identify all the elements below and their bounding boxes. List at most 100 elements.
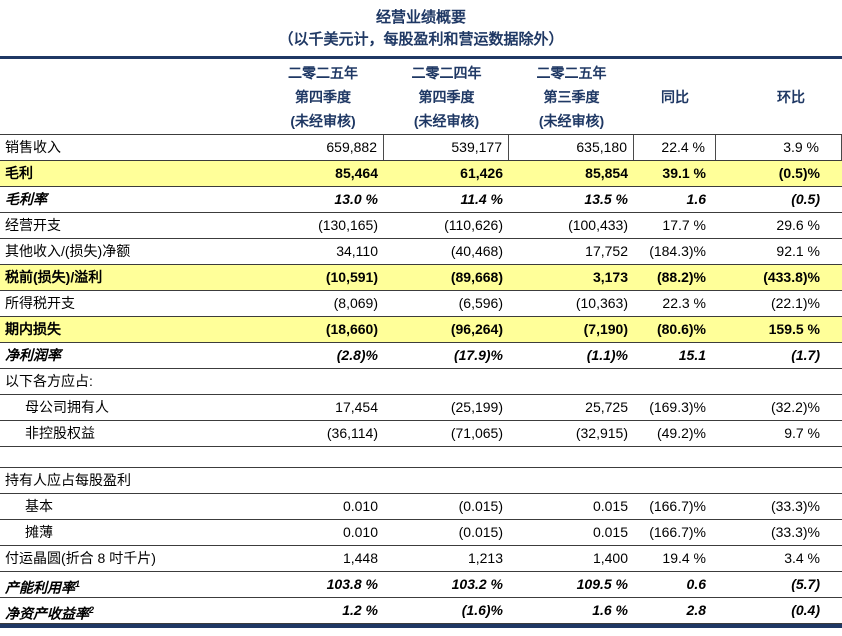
row-label-text: 其他收入/(损失)净额 [5, 243, 131, 259]
row-label-text: 基本 [25, 498, 53, 514]
header-line: 第四季度 [295, 89, 351, 105]
cell-value: 85,854 [585, 165, 628, 181]
header-line: 同比 [661, 89, 689, 105]
header-line: 环比 [777, 89, 805, 105]
cell-value: (10,363) [575, 295, 628, 311]
table-row: 净利润率 (2.8)% (17.9)% (1.1)% 15.1 (1.7) [0, 343, 842, 369]
cell-value: 85,464 [335, 165, 378, 181]
header-line: 二零二五年 [536, 65, 607, 81]
row-label: 摊薄 [0, 520, 262, 545]
cell-value: 39.1 % [662, 165, 706, 181]
table-row: 摊薄 0.010 (0.015) 0.015 (166.7)% (33.3)% [0, 520, 842, 546]
row-label-text: 所得税开支 [5, 295, 75, 311]
table-row: 母公司拥有人 17,454 (25,199) 25,725 (169.3)% (32.2)… [0, 395, 842, 421]
cell-value: 17,454 [335, 399, 378, 415]
cell-value: 22.3 % [662, 295, 706, 311]
row-label: 付运晶圆(折合 8 吋千片) [0, 546, 262, 571]
header-line [740, 61, 842, 85]
report-subtitle: （以千美元计，每股盈利和营运数据除外） [278, 31, 564, 48]
cell-value: 635,180 [509, 135, 634, 160]
table-body: 销售收入 659,882 539,177 635,180 22.4 % 3.9 % 毛利 85… [0, 135, 842, 624]
cell-value [262, 468, 384, 493]
cell-value: (7,190) [583, 321, 628, 337]
cell-value: (1.7) [791, 347, 820, 363]
cell-value: (10,591) [325, 269, 378, 285]
cell-value [384, 468, 509, 493]
cell-value: 1,448 [342, 550, 378, 566]
spacer-row [0, 447, 842, 468]
row-label: 持有人应占每股盈利 [0, 468, 262, 493]
row-label: 其他收入/(损失)净额 [0, 239, 262, 264]
cell-value: 22.4 % [634, 135, 716, 160]
header-line: 二零二四年 [411, 65, 482, 81]
cell-value: 0.010 [342, 524, 378, 540]
report-title: 经营业绩概要 [375, 9, 466, 26]
cell-value: 659,882 [262, 135, 384, 160]
row-label-text: 毛利 [5, 165, 33, 181]
cell-value: (166.7)% [649, 524, 706, 540]
table-row: 毛利率 13.0 % 11.4 % 13.5 % 1.6 (0.5) [0, 187, 842, 213]
cell-value: 17,752 [585, 243, 628, 259]
cell-value: (33.3)% [770, 498, 820, 514]
cell-value: 13.5 % [584, 191, 628, 207]
cell-value [509, 369, 634, 394]
cell-value: (433.8)% [763, 269, 820, 285]
cell-value: (22.1)% [770, 295, 820, 311]
row-label-text: 持有人应占每股盈利 [5, 472, 131, 488]
cell-value: (2.8)% [336, 347, 378, 363]
header-line: (未经审核) [538, 113, 605, 129]
cell-value: 0.015 [592, 524, 628, 540]
cell-value: (17.9)% [453, 347, 503, 363]
row-label-text: 以下各方应占: [5, 373, 93, 389]
row-label-text: 产能利用率 [5, 579, 75, 596]
cell-value: (32.2)% [770, 399, 820, 415]
cell-value: (89,668) [450, 269, 503, 285]
cell-value: (0.015) [458, 524, 503, 540]
cell-value: 92.1 % [776, 243, 820, 259]
cell-value: 11.4 % [460, 191, 503, 207]
cell-value: 0.010 [342, 498, 378, 514]
cell-value: (40,468) [450, 243, 503, 259]
cell-value: 1.6 % [592, 602, 628, 618]
row-label-text: 期内损失 [5, 321, 61, 337]
header-line: 第四季度 [418, 89, 475, 105]
cell-value: (49.2)% [656, 425, 706, 441]
cell-value: 103.8 % [326, 576, 378, 592]
row-label: 税前(损失)/溢利 [0, 265, 262, 290]
table-row: 其他收入/(损失)净额 34,110 (40,468) 17,752 (184.3)% 9… [0, 239, 842, 265]
row-label-text: 净利润率 [5, 347, 61, 363]
footnote-superscript: 2 [89, 605, 95, 615]
header-cell: 二零二四年 第四季度 (未经审核) [384, 61, 509, 133]
header-line: 二零二五年 [288, 65, 358, 81]
cell-value: 3,173 [592, 269, 628, 285]
row-label: 毛利 [0, 161, 262, 186]
cell-value: (130,165) [318, 217, 378, 233]
cell-value: (0.5)% [778, 165, 820, 181]
table-row: 非控股权益 (36,114) (71,065) (32,915) (49.2)% 9.7 … [0, 421, 842, 447]
cell-value: (96,264) [450, 321, 503, 337]
row-label: 基本 [0, 494, 262, 519]
cell-value: (184.3)% [649, 243, 706, 259]
cell-value: 9.7 % [784, 425, 820, 441]
table-row: 经营开支 (130,165) (110,626) (100,433) 17.7 % 29.… [0, 213, 842, 239]
cell-value: 17.7 % [662, 217, 706, 233]
header-line [740, 109, 842, 133]
cell-value: 3.9 % [716, 135, 842, 160]
cell-value: 19.4 % [662, 550, 706, 566]
cell-value [634, 468, 716, 493]
cell-value: 1,213 [467, 550, 503, 566]
header-line [634, 109, 716, 133]
row-label: 销售收入 [0, 135, 262, 160]
cell-value: (0.5) [791, 191, 820, 207]
cell-value: (8,069) [333, 295, 378, 311]
cell-value: (110,626) [444, 217, 503, 233]
row-label: 以下各方应占: [0, 369, 262, 394]
cell-value: (88.2)% [656, 269, 706, 285]
cell-value: 109.5 % [576, 576, 628, 592]
cell-value: (0.015) [458, 498, 503, 514]
cell-value: 103.2 % [451, 576, 503, 592]
table-row: 税前(损失)/溢利 (10,591) (89,668) 3,173 (88.2)% (43… [0, 265, 842, 291]
cell-value: 0.015 [592, 498, 628, 514]
row-label: 毛利率 [0, 187, 262, 212]
cell-value [634, 369, 716, 394]
